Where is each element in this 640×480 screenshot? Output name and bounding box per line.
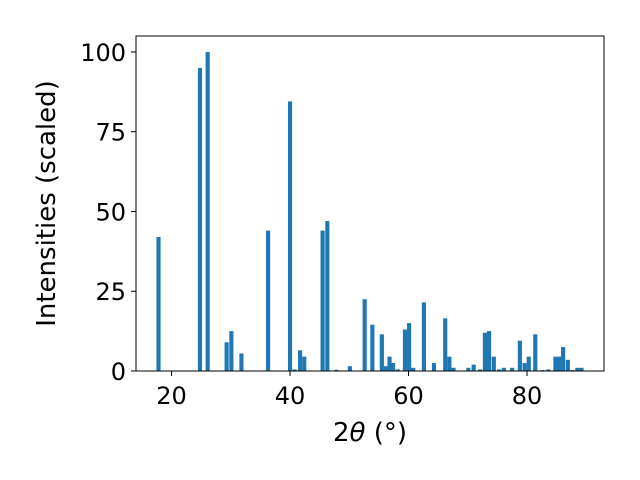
bar <box>451 367 456 371</box>
bar <box>325 221 330 371</box>
x-axis-label-unit: (°) <box>365 418 407 448</box>
y-tick-label: 50 <box>95 198 126 226</box>
bar <box>575 367 580 371</box>
y-tick-label: 25 <box>95 278 126 306</box>
bar <box>522 363 527 371</box>
bar-series <box>156 51 584 372</box>
bar <box>482 332 487 371</box>
bar <box>395 369 400 371</box>
x-axis-label-theta: θ <box>350 418 366 448</box>
bar <box>565 359 570 371</box>
bar <box>320 230 325 371</box>
bar <box>556 356 562 371</box>
bar <box>391 363 396 371</box>
bar <box>156 237 161 371</box>
bar <box>533 334 538 371</box>
bar <box>347 366 352 371</box>
x-tick-label: 60 <box>393 382 424 410</box>
bar <box>561 347 566 371</box>
bar <box>501 367 506 371</box>
bar <box>287 101 293 372</box>
bar <box>478 369 483 371</box>
x-tick-label: 20 <box>156 382 187 410</box>
bar <box>370 324 375 371</box>
bar <box>579 367 584 371</box>
bar <box>239 353 244 371</box>
bar <box>553 356 558 371</box>
bar <box>487 331 492 371</box>
bar <box>421 302 426 371</box>
bar <box>205 51 210 371</box>
x-axis-label-main: 2 <box>333 418 350 448</box>
bar <box>292 369 297 371</box>
bar <box>491 356 496 371</box>
bar <box>334 369 339 371</box>
bar <box>298 350 303 371</box>
bar <box>411 367 416 371</box>
bar <box>302 356 307 371</box>
bar <box>383 366 389 371</box>
x-tick-label: 40 <box>275 382 306 410</box>
bar <box>546 369 551 371</box>
bar <box>497 369 502 371</box>
bar <box>510 367 515 371</box>
bar <box>517 340 522 371</box>
plot-frame <box>135 35 605 372</box>
bar <box>266 230 271 371</box>
y-axis-label: Intensities (scaled) <box>32 80 62 327</box>
y-tick-label: 100 <box>80 39 126 67</box>
bar <box>379 334 384 371</box>
y-axis-ticks: 0 25 50 75 100 <box>80 39 136 386</box>
x-tick-label: 80 <box>512 382 543 410</box>
bar <box>447 356 452 371</box>
y-tick-label: 75 <box>95 119 126 147</box>
bar <box>471 364 476 371</box>
bar <box>362 299 367 371</box>
x-axis-label: 2θ (°) <box>333 418 407 448</box>
bar <box>387 356 392 371</box>
bar <box>407 323 412 371</box>
bar <box>466 367 471 371</box>
bar <box>443 318 448 371</box>
y-tick-label: 0 <box>111 358 126 386</box>
x-axis-ticks: 20 40 60 80 <box>156 371 542 410</box>
bar <box>224 342 229 371</box>
bar <box>197 67 203 372</box>
bar <box>526 356 531 371</box>
bar <box>431 363 437 371</box>
bar <box>229 331 234 371</box>
bar <box>402 329 408 371</box>
